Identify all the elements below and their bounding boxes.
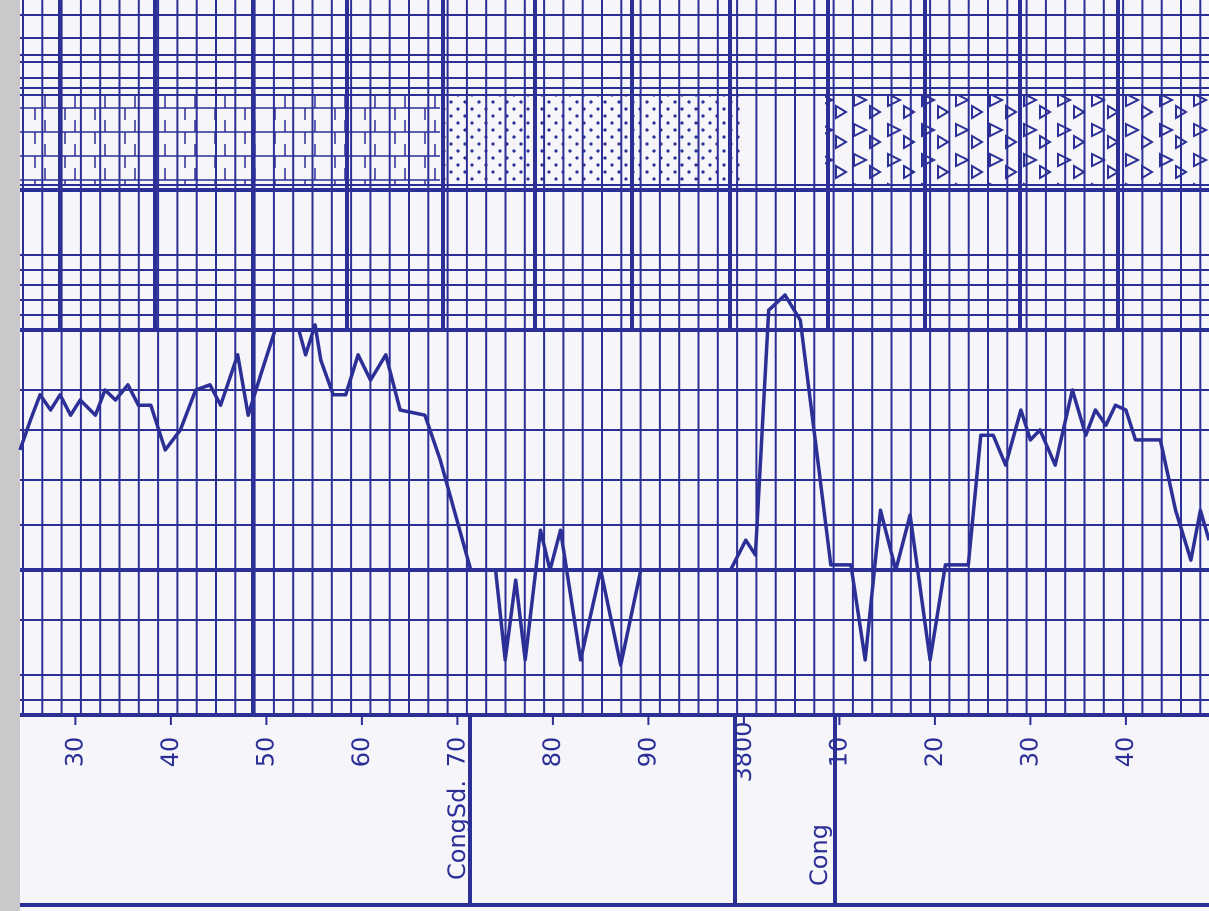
x-tick-label: 10 (824, 737, 852, 768)
x-tick-label: 70 (442, 737, 470, 768)
x-tick-label: 30 (60, 737, 88, 768)
x-tick-label: 20 (920, 737, 948, 768)
x-tick-label: 30 (1015, 737, 1043, 768)
x-tick-label: 90 (633, 737, 661, 768)
well-log: CongSd. Cong 30 40 50 60 70 80 90 3800 10 20 30 40 (0, 0, 1209, 911)
x-tick-label: 40 (156, 737, 184, 768)
annotation: CongSd. (443, 780, 471, 880)
x-tick-label: 40 (1111, 737, 1139, 768)
x-tick-label: 50 (251, 737, 279, 768)
lithology-sandstone (440, 95, 740, 185)
lithology-conglomerate (825, 95, 1209, 185)
x-tick-label: 60 (347, 737, 375, 768)
x-tick-label: 3800 (729, 721, 757, 782)
annotation: Cong (805, 824, 833, 886)
lithology-limestone (20, 95, 440, 185)
x-tick-label: 80 (538, 737, 566, 768)
scan-edge (0, 0, 20, 911)
